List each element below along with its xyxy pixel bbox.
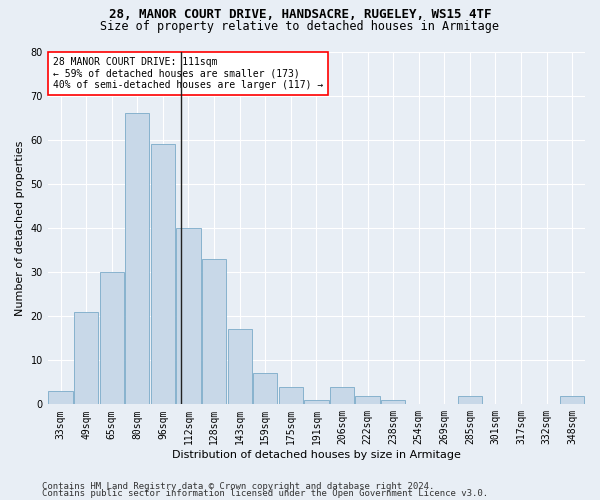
Bar — [151, 144, 175, 405]
Bar — [202, 259, 226, 404]
Text: 28 MANOR COURT DRIVE: 111sqm
← 59% of detached houses are smaller (173)
40% of s: 28 MANOR COURT DRIVE: 111sqm ← 59% of de… — [53, 57, 323, 90]
Bar — [253, 374, 277, 404]
Bar — [560, 396, 584, 404]
Bar — [355, 396, 380, 404]
Bar — [227, 330, 252, 404]
Text: Contains public sector information licensed under the Open Government Licence v3: Contains public sector information licen… — [42, 490, 488, 498]
Bar — [304, 400, 329, 404]
Bar — [381, 400, 405, 404]
Bar — [458, 396, 482, 404]
Text: 28, MANOR COURT DRIVE, HANDSACRE, RUGELEY, WS15 4TF: 28, MANOR COURT DRIVE, HANDSACRE, RUGELE… — [109, 8, 491, 20]
X-axis label: Distribution of detached houses by size in Armitage: Distribution of detached houses by size … — [172, 450, 461, 460]
Bar — [330, 386, 354, 404]
Bar — [125, 113, 149, 405]
Bar — [49, 391, 73, 404]
Bar — [74, 312, 98, 404]
Bar — [278, 386, 303, 404]
Bar — [100, 272, 124, 404]
Text: Size of property relative to detached houses in Armitage: Size of property relative to detached ho… — [101, 20, 499, 33]
Y-axis label: Number of detached properties: Number of detached properties — [15, 140, 25, 316]
Bar — [176, 228, 200, 404]
Text: Contains HM Land Registry data © Crown copyright and database right 2024.: Contains HM Land Registry data © Crown c… — [42, 482, 434, 491]
